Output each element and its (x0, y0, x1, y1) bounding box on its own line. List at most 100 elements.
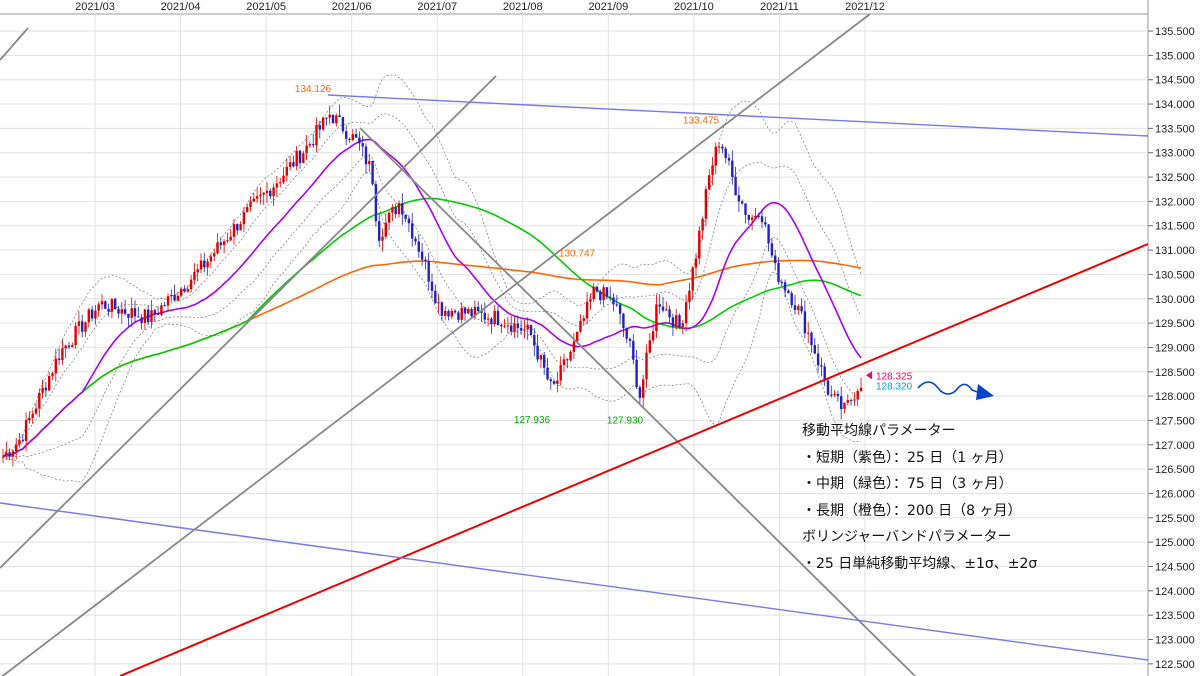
y-tick-label: 123.500 (1155, 610, 1195, 622)
candle-body (94, 310, 97, 319)
y-tick-label: 127.000 (1155, 440, 1195, 452)
candle-body (480, 310, 483, 313)
candle-body (731, 160, 734, 177)
candle-body (84, 322, 87, 332)
candle-body (704, 189, 708, 219)
candle-body (628, 338, 632, 341)
candle-body (308, 144, 312, 146)
candle-body (275, 183, 279, 188)
y-tick-label: 134.000 (1155, 99, 1195, 111)
x-axis-ticks: 2021/03 2021/04 2021/05 2021/06 2021/07 2021/… (75, 1, 885, 13)
candle-body (160, 305, 163, 315)
candle-body (453, 310, 457, 313)
price-annotation: 130.747 (559, 248, 596, 259)
candle-body (150, 310, 153, 323)
y-tick-label: 128.500 (1155, 367, 1195, 379)
candle-body (625, 328, 628, 339)
candle-body (31, 413, 34, 418)
candle-body (754, 215, 757, 218)
candle-body (599, 291, 602, 301)
candle-body (797, 306, 800, 310)
candle-body (206, 261, 209, 268)
candle-body (856, 390, 859, 400)
candle-body (123, 309, 127, 314)
candle-body (744, 203, 747, 215)
candle-body (503, 325, 506, 327)
candle-body (371, 160, 374, 185)
candle-body (374, 184, 378, 222)
x-tick-label: 2021/06 (332, 1, 372, 13)
price-annotation: 127.936 (514, 415, 551, 426)
candle-body (467, 309, 470, 314)
y-tick-label: 125.000 (1155, 537, 1195, 549)
candle-body (681, 323, 684, 328)
candle-body (77, 321, 81, 326)
y-tick-label: 129.000 (1155, 342, 1195, 354)
candle-body (364, 146, 368, 165)
x-tick-label: 2021/04 (161, 1, 201, 13)
candle-body (312, 144, 315, 146)
y-tick-label: 131.000 (1155, 245, 1195, 257)
candle-body (107, 308, 110, 312)
candle-body (41, 387, 44, 393)
candle-body (675, 315, 678, 327)
candle-body (536, 345, 539, 360)
x-tick-label: 2021/11 (760, 1, 799, 13)
legend-panel: 移動平均線パラメーター ・短期（紫色）：25 日（1 ヶ月） ・中期（緑色）：7… (802, 418, 1072, 577)
candle-body (519, 327, 523, 331)
candle-body (559, 364, 562, 381)
candle-body (457, 312, 460, 320)
candle-body (843, 402, 846, 410)
candle-body (229, 236, 232, 241)
y-tick-label: 124.500 (1155, 561, 1195, 573)
candle-body (295, 150, 298, 167)
candle-body (427, 260, 430, 282)
legend-bb-title: ボリンジャーバンドパラメーター (802, 529, 1012, 545)
candle-body (549, 379, 552, 382)
candle-body (222, 241, 226, 246)
current-price-marker (866, 371, 872, 380)
candle-body (780, 281, 783, 283)
candle-body (18, 440, 21, 445)
price-annotation: 127.930 (607, 416, 644, 427)
candle-body (193, 271, 196, 280)
candle-body (569, 351, 572, 361)
candle-body (420, 251, 424, 260)
candle-body (546, 367, 549, 380)
x-tick-label: 2021/07 (417, 1, 457, 13)
candle-body (11, 451, 15, 457)
candle-body (490, 318, 493, 325)
candle-body (496, 310, 500, 326)
candle-body (750, 217, 754, 220)
candle-body (661, 306, 665, 311)
candle-body (262, 192, 265, 195)
candle-body (741, 201, 744, 204)
candle-body (414, 238, 417, 242)
candle-body (361, 143, 364, 147)
candle-body (764, 222, 767, 225)
candle-body (668, 309, 671, 318)
candle-body (609, 296, 612, 298)
y-tick-label: 130.000 (1155, 294, 1195, 306)
candle-body (292, 162, 295, 167)
candle-body (533, 335, 536, 346)
candle-body (717, 146, 721, 148)
candle-body (302, 153, 305, 164)
candle-body (328, 114, 331, 118)
trendlines (0, 13, 1149, 676)
candle-body (199, 260, 203, 270)
candle-body (615, 304, 618, 306)
candle-body (760, 216, 764, 223)
candle-body (325, 117, 328, 119)
candle-body (727, 158, 731, 161)
candle-body (166, 296, 170, 306)
candle-body (288, 162, 292, 167)
current-price-label: 128.325 (876, 371, 913, 382)
candle-body (120, 309, 123, 314)
candle-body (74, 325, 77, 345)
candle-body (209, 256, 213, 262)
candle-body (807, 332, 810, 334)
candle-body (219, 242, 222, 246)
